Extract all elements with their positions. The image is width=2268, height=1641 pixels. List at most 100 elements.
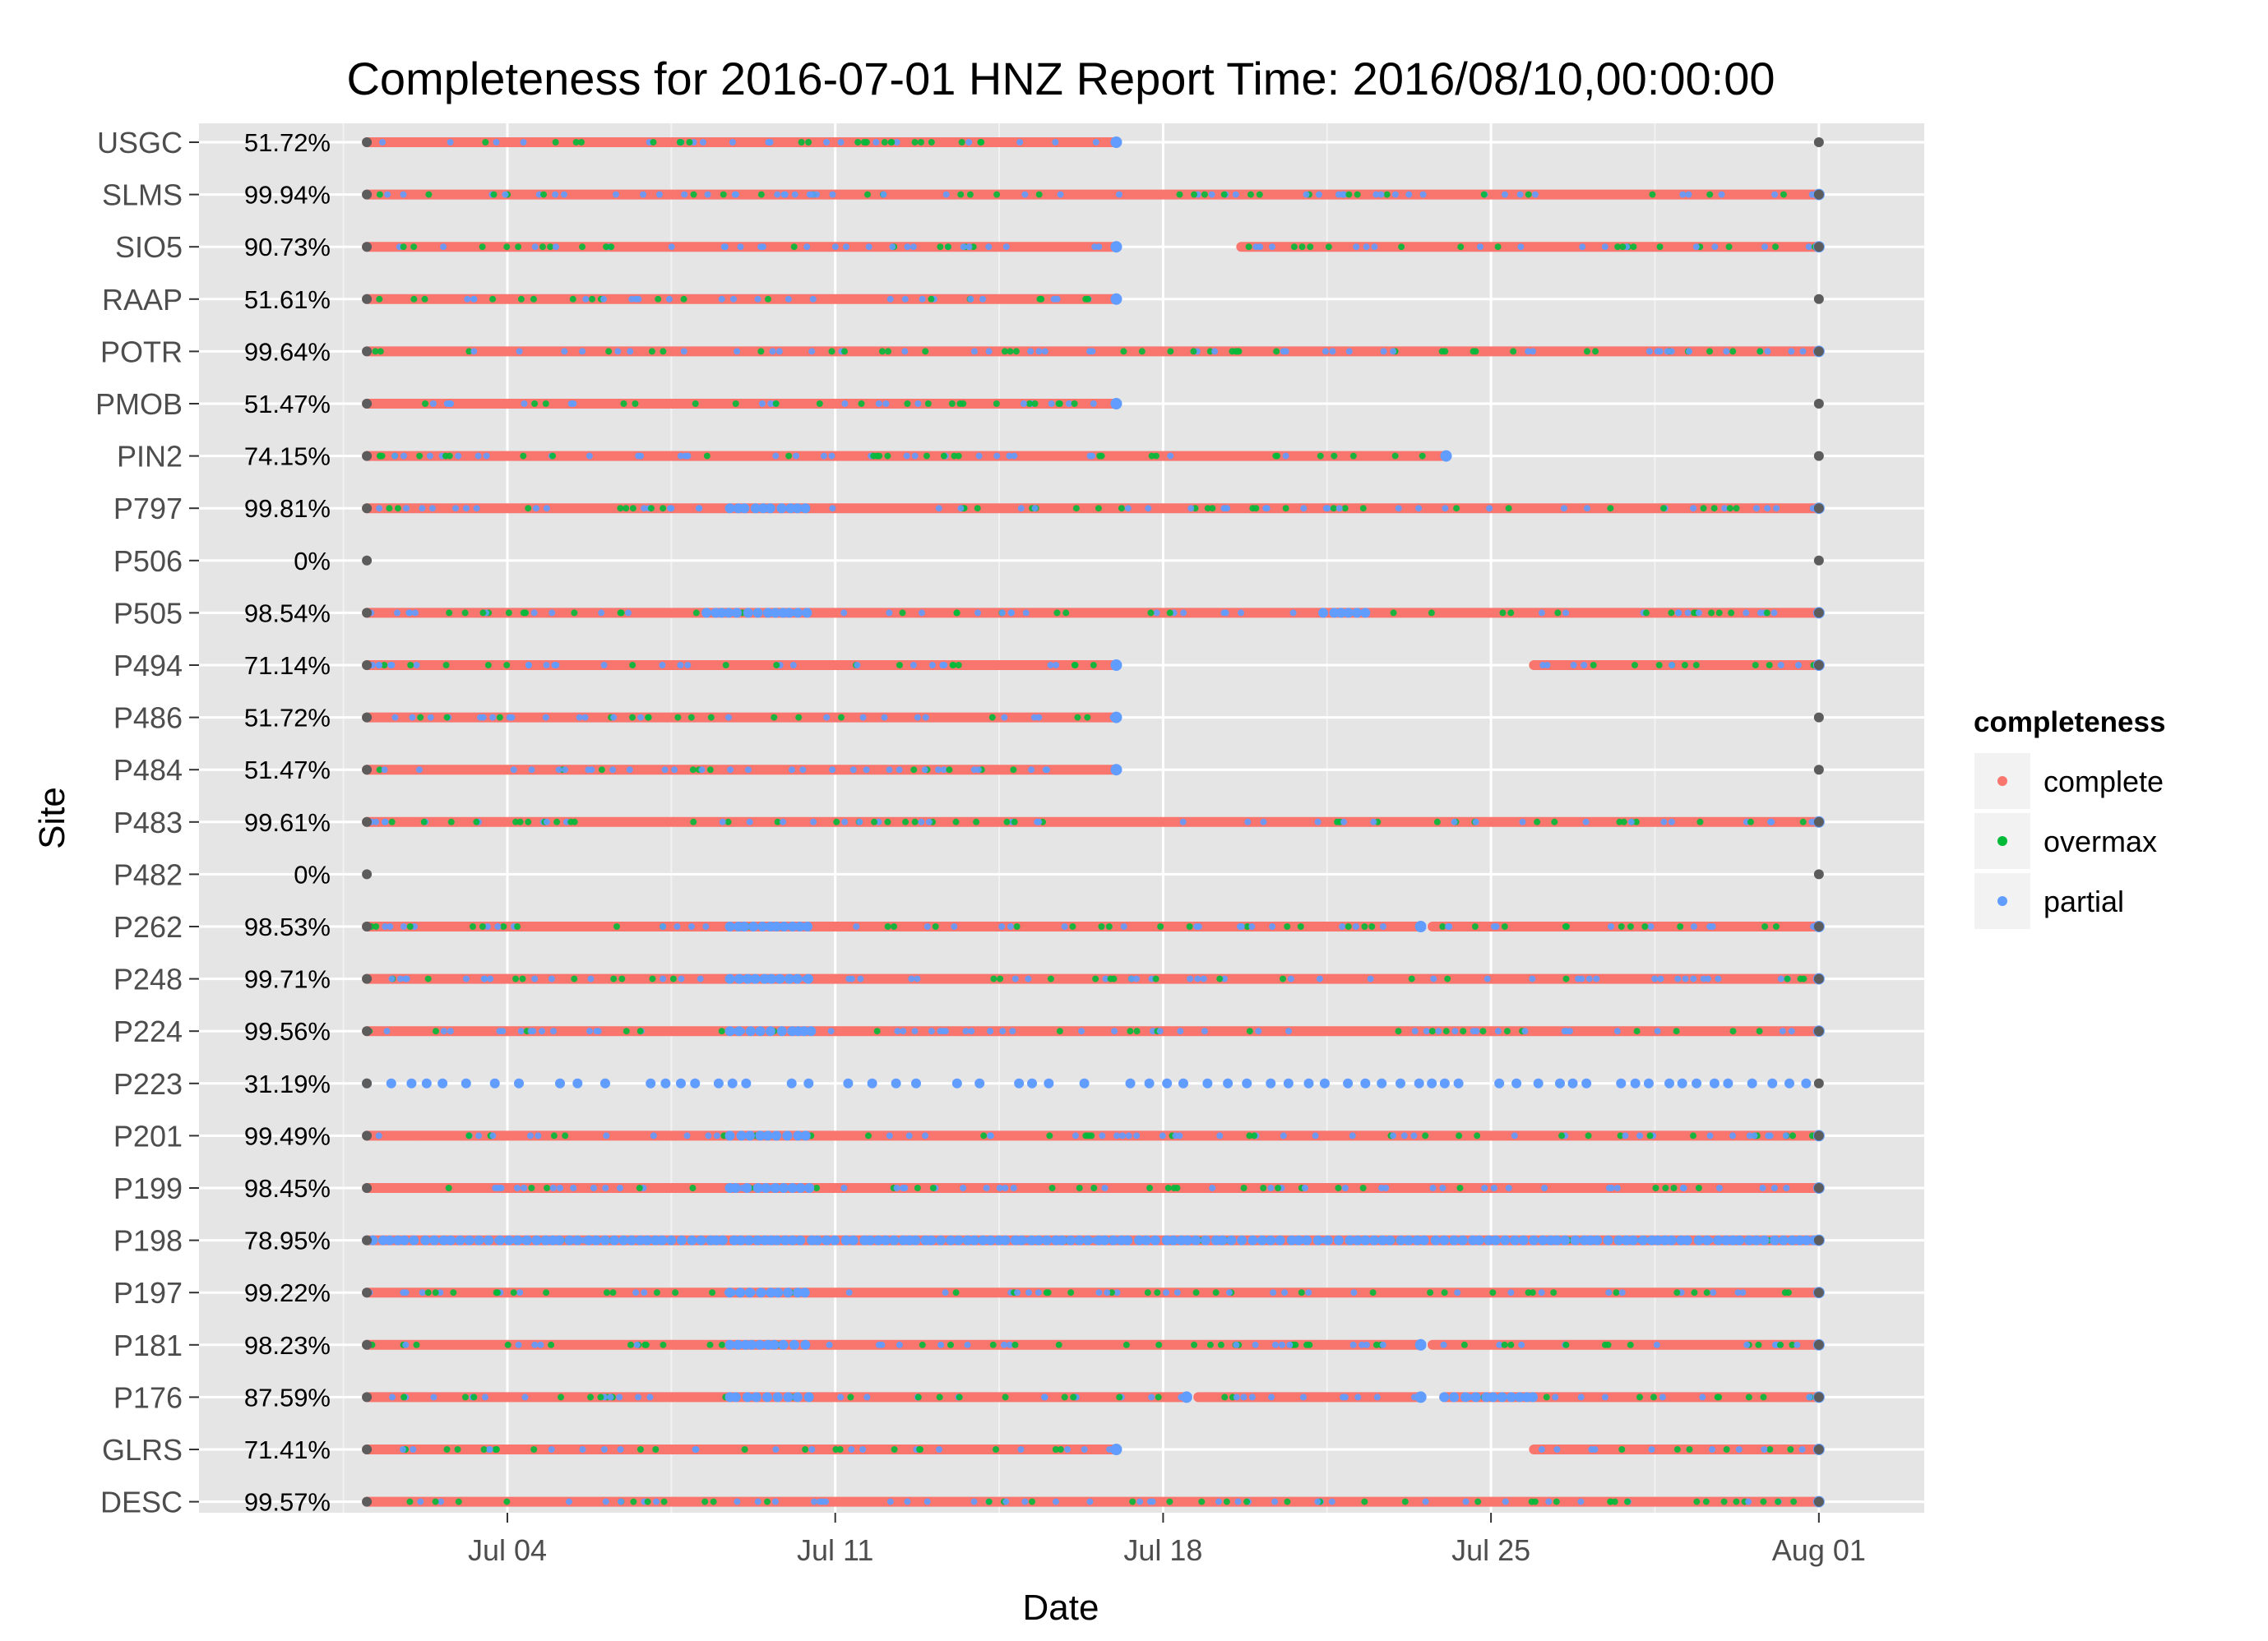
point [1325, 243, 1332, 251]
endpoint-marker [1813, 1392, 1824, 1403]
point [1422, 1498, 1429, 1505]
point [417, 714, 424, 721]
point [1187, 975, 1194, 982]
point-partial [776, 503, 787, 514]
point-partial [1474, 1235, 1484, 1246]
point [1650, 1394, 1657, 1401]
point [1335, 191, 1342, 198]
legend-label: overmax [2044, 825, 2157, 858]
point [1715, 1185, 1723, 1191]
point [957, 505, 965, 512]
point [1105, 923, 1113, 930]
point [1208, 191, 1215, 198]
point [793, 452, 800, 460]
point [1777, 1341, 1784, 1348]
point [734, 348, 741, 355]
point [653, 1289, 660, 1297]
point [1011, 818, 1018, 825]
point [965, 243, 973, 251]
point [1057, 1446, 1064, 1453]
point [1734, 1289, 1742, 1297]
point [1696, 818, 1704, 825]
point [1729, 1132, 1737, 1139]
point [629, 662, 636, 668]
point [1630, 243, 1637, 251]
endpoint-marker [1813, 1078, 1824, 1089]
point [406, 1498, 414, 1505]
point [989, 1341, 997, 1348]
point [1684, 609, 1692, 617]
point [558, 1394, 565, 1401]
legend-key [1973, 751, 2032, 811]
point [811, 1498, 818, 1505]
point [1071, 400, 1078, 407]
point [402, 1289, 410, 1297]
point-partial [1497, 1392, 1507, 1403]
point [956, 1394, 963, 1401]
point [623, 1028, 630, 1035]
point [771, 714, 778, 721]
point [1043, 1289, 1050, 1297]
point [517, 295, 525, 303]
point [1761, 243, 1769, 251]
point [1618, 923, 1625, 930]
point-partial [734, 973, 745, 984]
point-partial [724, 922, 735, 931]
point [1784, 975, 1791, 982]
point [525, 505, 532, 512]
point [635, 295, 642, 303]
point [1379, 1341, 1386, 1348]
point [579, 1446, 586, 1453]
point-partial [873, 1235, 884, 1246]
point [1788, 348, 1795, 355]
point-partial [1122, 1235, 1133, 1246]
point [1354, 191, 1361, 198]
point [590, 1185, 597, 1191]
point-partial [793, 1287, 803, 1298]
point-partial [1201, 1235, 1211, 1246]
point [1479, 1028, 1487, 1035]
point [1772, 243, 1780, 251]
point [500, 923, 507, 930]
point [1284, 923, 1291, 930]
point [1352, 923, 1359, 930]
point [437, 1289, 444, 1297]
point [1042, 766, 1049, 774]
endpoint-marker [362, 973, 373, 984]
point [515, 243, 522, 251]
point [1723, 348, 1730, 355]
point [447, 139, 454, 146]
point [1300, 1394, 1308, 1401]
point [1729, 348, 1737, 355]
point-partial [1500, 1235, 1511, 1246]
point [1538, 609, 1545, 617]
point [1098, 452, 1105, 460]
point-partial [792, 973, 803, 984]
point-partial [609, 1235, 620, 1246]
point [914, 1394, 922, 1401]
point-partial [761, 1183, 771, 1193]
point [548, 1341, 555, 1348]
point [376, 191, 383, 198]
point-partial [1643, 1078, 1654, 1089]
point-partial [1110, 659, 1122, 671]
point [1349, 1132, 1356, 1139]
point [983, 1185, 990, 1191]
point [1703, 1289, 1710, 1297]
endpoint-marker [362, 1496, 373, 1507]
point [1700, 505, 1707, 512]
point [1155, 1394, 1162, 1401]
point [809, 295, 817, 303]
point-partial [747, 1339, 757, 1350]
point [754, 295, 761, 303]
point-partial [745, 1026, 756, 1037]
point [514, 1185, 521, 1191]
point [531, 243, 539, 251]
point [942, 1289, 949, 1297]
y-tick-label: P483 [113, 806, 183, 839]
point [1647, 923, 1655, 930]
point [440, 243, 447, 251]
point [1770, 1185, 1778, 1191]
point-partial [1283, 1078, 1294, 1089]
point-partial [945, 1235, 956, 1246]
